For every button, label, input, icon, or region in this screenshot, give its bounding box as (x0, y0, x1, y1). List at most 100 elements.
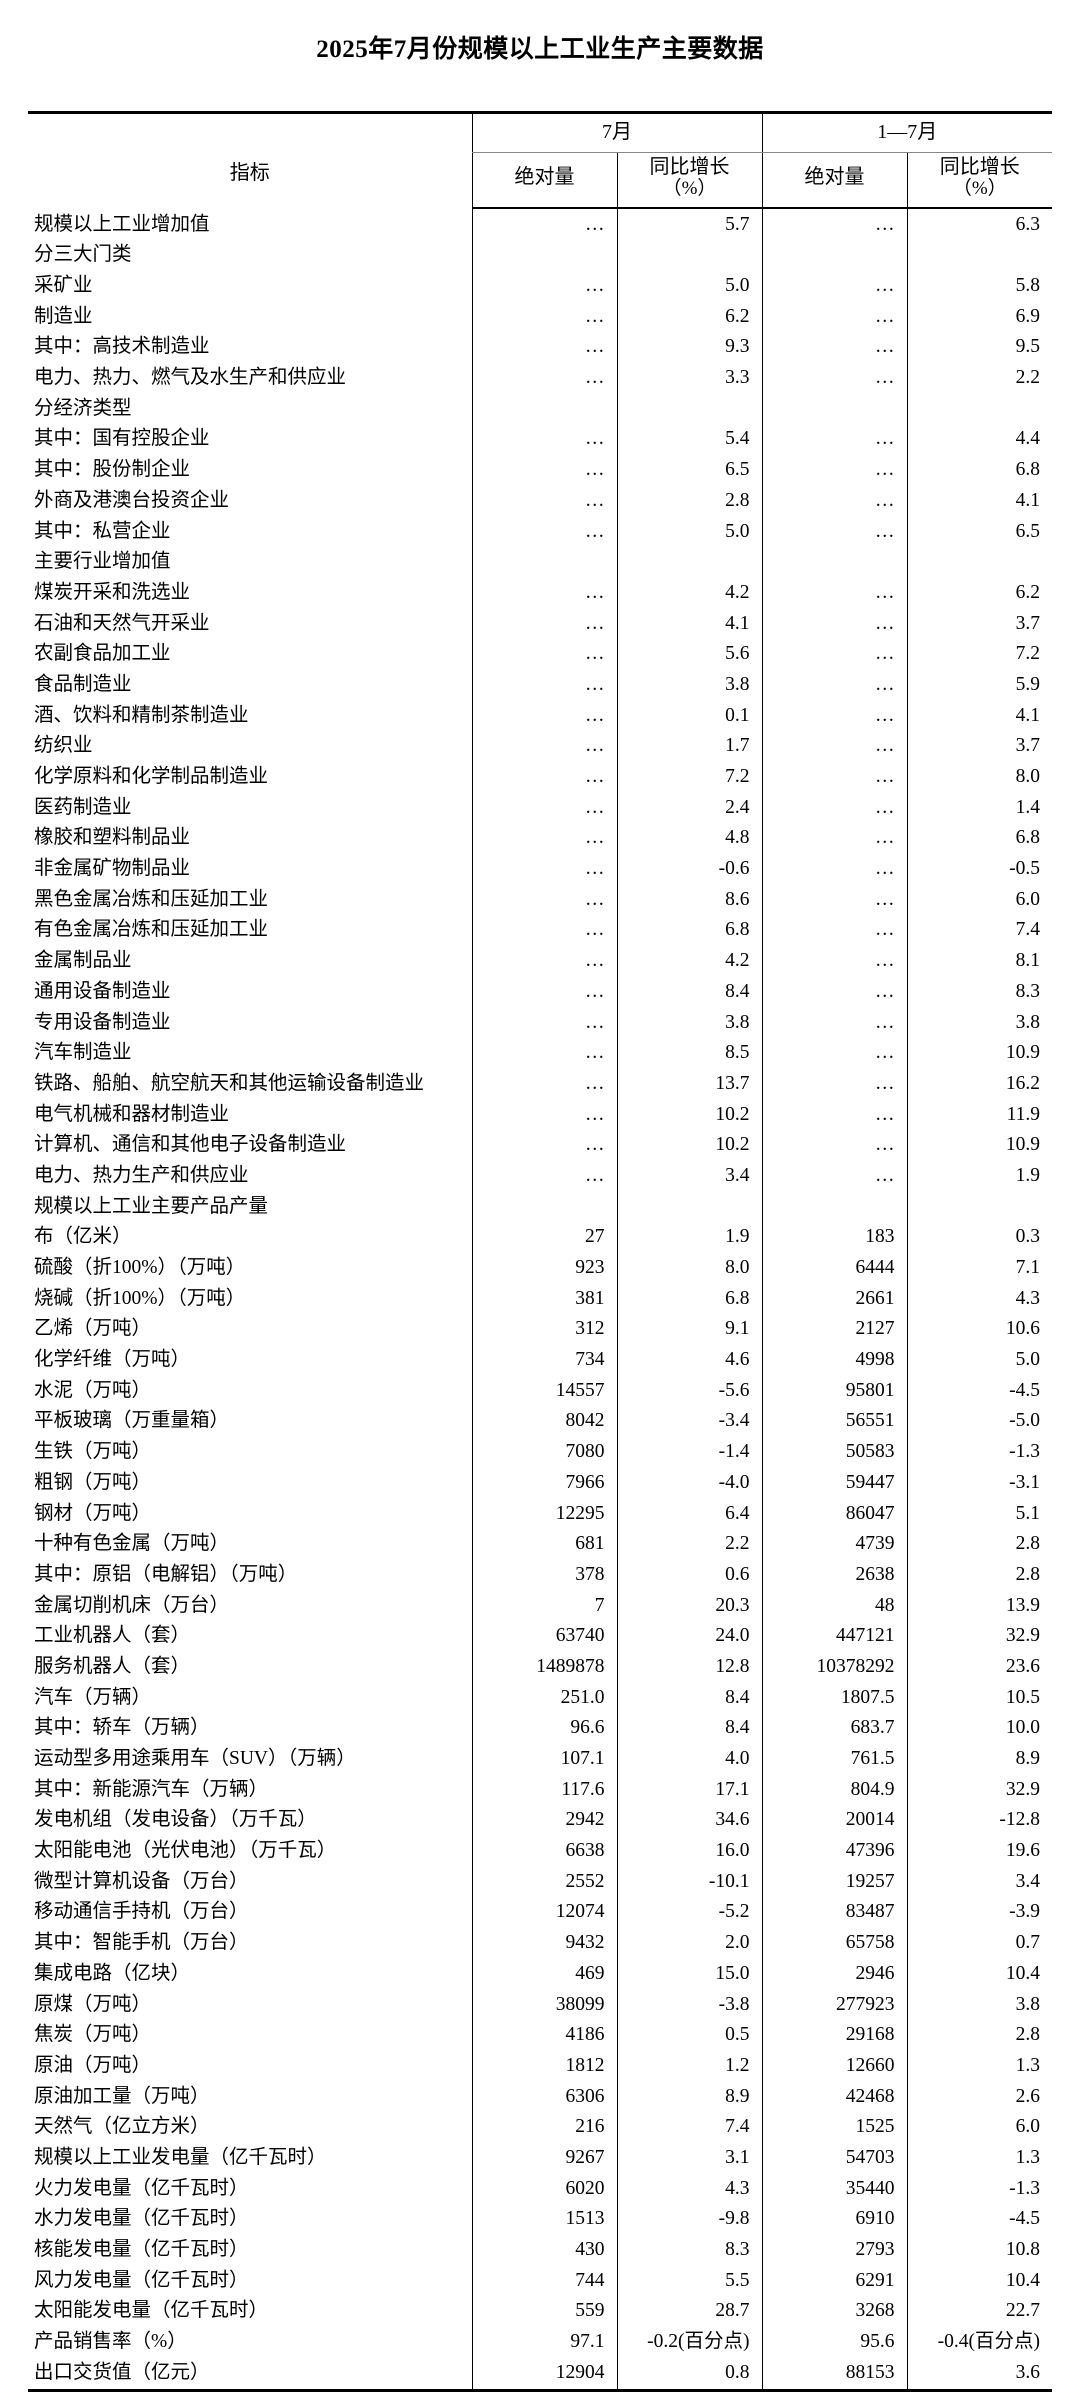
cell-ytd-growth: 6.8 (907, 823, 1052, 854)
cell-july-growth: 13.7 (617, 1068, 762, 1099)
cell-july-growth: -5.2 (617, 1897, 762, 1928)
cell-ytd-growth: 4.4 (907, 424, 1052, 455)
cell-july-growth: 6.2 (617, 301, 762, 332)
cell-july-absolute: 14557 (472, 1375, 617, 1406)
cell-ytd-growth: 8.0 (907, 762, 1052, 793)
cell-ytd-growth: 3.7 (907, 608, 1052, 639)
cell-ytd-absolute: … (762, 301, 907, 332)
cell-ytd-growth: 1.9 (907, 1160, 1052, 1191)
cell-ytd-growth: 2.8 (907, 2020, 1052, 2051)
row-indicator-label: 橡胶和塑料制品业 (28, 823, 472, 854)
row-indicator-label: 原煤（万吨） (28, 1989, 472, 2020)
cell-july-growth (617, 393, 762, 424)
cell-ytd-absolute: 277923 (762, 1989, 907, 2020)
cell-july-growth: 4.8 (617, 823, 762, 854)
row-indicator-label: 烧碱（折100%）（万吨） (28, 1283, 472, 1314)
cell-july-absolute: … (472, 731, 617, 762)
cell-ytd-absolute: 1807.5 (762, 1682, 907, 1713)
row-indicator-label: 农副食品加工业 (28, 639, 472, 670)
cell-ytd-absolute: … (762, 332, 907, 363)
cell-ytd-growth: 5.0 (907, 1345, 1052, 1376)
table-container: 指标 7月 1—7月 绝对量 同比增长 （%） 绝对量 同比增长 （%） (0, 67, 1080, 2392)
row-indicator-label: 其中：原铝（电解铝）（万吨） (28, 1559, 472, 1590)
cell-ytd-growth: 4.1 (907, 700, 1052, 731)
cell-ytd-absolute: 2793 (762, 2235, 907, 2266)
cell-july-growth: 28.7 (617, 2296, 762, 2327)
table-row: 外商及港澳台投资企业…2.8…4.1 (28, 485, 1052, 516)
cell-july-absolute: 9432 (472, 1928, 617, 1959)
table-row: 纺织业…1.7…3.7 (28, 731, 1052, 762)
cell-ytd-absolute: 1525 (762, 2112, 907, 2143)
cell-ytd-growth: 10.4 (907, 1958, 1052, 1989)
cell-ytd-absolute: … (762, 424, 907, 455)
cell-ytd-absolute: 10378292 (762, 1651, 907, 1682)
cell-ytd-absolute: 20014 (762, 1805, 907, 1836)
cell-july-absolute: … (472, 332, 617, 363)
cell-july-absolute: … (472, 669, 617, 700)
cell-ytd-absolute: … (762, 792, 907, 823)
cell-ytd-absolute (762, 393, 907, 424)
cell-july-growth: 2.4 (617, 792, 762, 823)
cell-july-absolute: 559 (472, 2296, 617, 2327)
cell-july-absolute (472, 1191, 617, 1222)
cell-ytd-absolute: … (762, 915, 907, 946)
cell-ytd-growth: 11.9 (907, 1099, 1052, 1130)
table-row: 非金属矿物制品业…-0.6…-0.5 (28, 854, 1052, 885)
industrial-production-table: 指标 7月 1—7月 绝对量 同比增长 （%） 绝对量 同比增长 （%） (28, 111, 1052, 2392)
cell-ytd-growth: 6.3 (907, 208, 1052, 240)
cell-ytd-growth: 8.9 (907, 1744, 1052, 1775)
table-row: 化学原料和化学制品制造业…7.2…8.0 (28, 762, 1052, 793)
cell-ytd-absolute (762, 547, 907, 578)
row-indicator-label: 其中：高技术制造业 (28, 332, 472, 363)
row-indicator-label: 运动型多用途乘用车（SUV）（万辆） (28, 1744, 472, 1775)
cell-july-growth (617, 1191, 762, 1222)
cell-ytd-growth: 10.9 (907, 1038, 1052, 1069)
row-indicator-label: 服务机器人（套） (28, 1651, 472, 1682)
cell-july-absolute: 312 (472, 1314, 617, 1345)
cell-ytd-growth: 7.1 (907, 1253, 1052, 1284)
table-row: 汽车制造业…8.5…10.9 (28, 1038, 1052, 1069)
cell-ytd-absolute: … (762, 1068, 907, 1099)
table-row: 电气机械和器材制造业…10.2…11.9 (28, 1099, 1052, 1130)
table-row: 采矿业…5.0…5.8 (28, 271, 1052, 302)
cell-july-absolute: 2552 (472, 1866, 617, 1897)
cell-july-absolute: 7 (472, 1590, 617, 1621)
cell-july-absolute (472, 240, 617, 271)
row-indicator-label: 集成电路（亿块） (28, 1958, 472, 1989)
cell-july-growth: 6.8 (617, 915, 762, 946)
cell-ytd-growth: 10.5 (907, 1682, 1052, 1713)
cell-ytd-growth: 5.9 (907, 669, 1052, 700)
cell-july-absolute: 381 (472, 1283, 617, 1314)
cell-ytd-absolute: 29168 (762, 2020, 907, 2051)
cell-ytd-growth: 6.9 (907, 301, 1052, 332)
cell-ytd-growth: 16.2 (907, 1068, 1052, 1099)
cell-ytd-absolute: … (762, 700, 907, 731)
cell-ytd-absolute: … (762, 608, 907, 639)
cell-july-growth: 5.0 (617, 516, 762, 547)
cell-july-growth: -10.1 (617, 1866, 762, 1897)
row-indicator-label: 其中：股份制企业 (28, 455, 472, 486)
cell-ytd-growth: 8.3 (907, 976, 1052, 1007)
row-indicator-label: 黑色金属冶炼和压延加工业 (28, 884, 472, 915)
cell-july-absolute: 6638 (472, 1836, 617, 1867)
cell-ytd-absolute: 42468 (762, 2081, 907, 2112)
cell-july-growth: 8.3 (617, 2235, 762, 2266)
table-row: 医药制造业…2.4…1.4 (28, 792, 1052, 823)
table-row: 其中：私营企业…5.0…6.5 (28, 516, 1052, 547)
cell-july-growth: 8.5 (617, 1038, 762, 1069)
row-indicator-label: 布（亿米） (28, 1222, 472, 1253)
table-row: 其中：国有控股企业…5.4…4.4 (28, 424, 1052, 455)
cell-july-growth: 3.4 (617, 1160, 762, 1191)
cell-ytd-absolute: … (762, 577, 907, 608)
cell-july-absolute: 681 (472, 1529, 617, 1560)
